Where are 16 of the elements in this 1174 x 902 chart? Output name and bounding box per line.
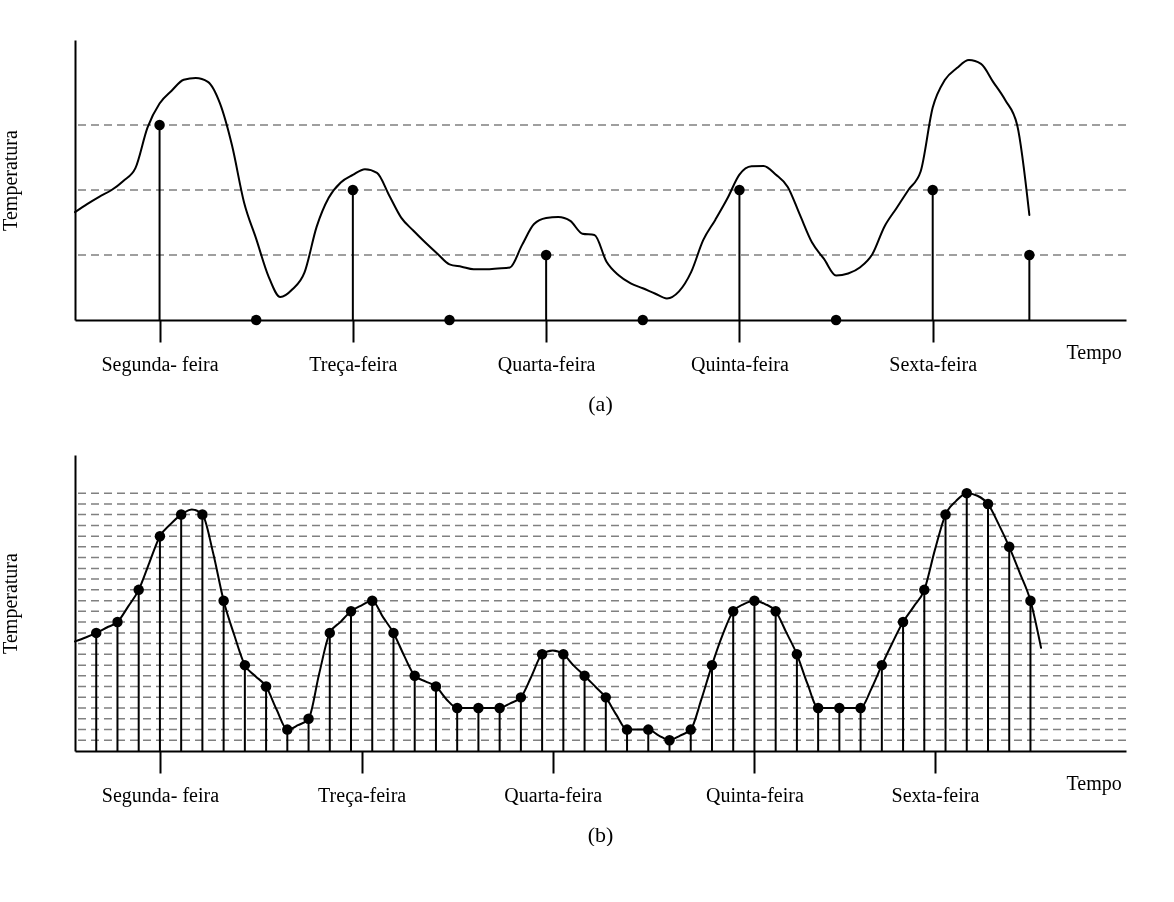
y-axis-title: Temperatura bbox=[0, 553, 22, 654]
x-tick-label: Treça-feira bbox=[318, 783, 407, 807]
x-tick-label: Sexta-feira bbox=[891, 783, 980, 806]
y-axis-title: Temperatura bbox=[0, 130, 22, 231]
x-axis-title: Tempo bbox=[1066, 340, 1122, 364]
x-tick-label: Quinta-feira bbox=[706, 783, 804, 806]
x-tick-label: Treça-feira bbox=[309, 352, 398, 376]
x-tick-label: Quarta-feira bbox=[497, 352, 596, 375]
x-tick-label: Segunda- feira bbox=[101, 352, 219, 376]
x-tick-label: Quarta-feira bbox=[504, 783, 603, 806]
text: (b) bbox=[587, 822, 614, 847]
x-tick-label: Sexta-feira bbox=[889, 352, 978, 375]
x-tick-label: Quinta-feira bbox=[691, 352, 789, 375]
x-axis-title: Tempo bbox=[1066, 771, 1122, 795]
x-tick-label: Segunda- feira bbox=[101, 783, 220, 807]
text: (a) bbox=[588, 391, 613, 416]
